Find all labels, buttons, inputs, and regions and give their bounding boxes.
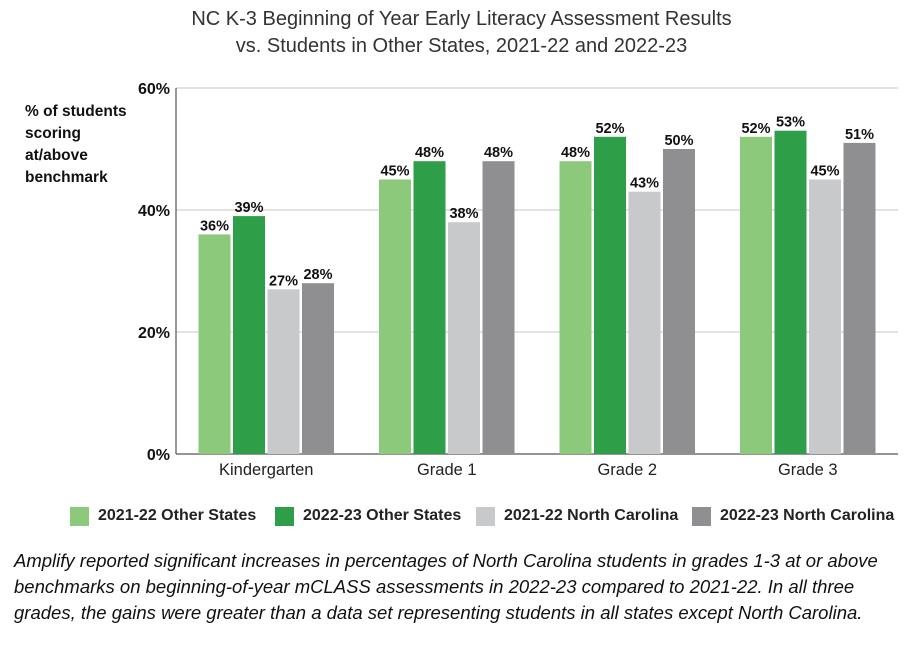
- legend-swatch: [70, 507, 89, 526]
- y-axis-label-line4: benchmark: [25, 169, 108, 186]
- bar: [379, 179, 411, 454]
- bar: [663, 149, 695, 454]
- y-tick-label: 40%: [138, 203, 170, 220]
- data-label: 45%: [810, 164, 839, 180]
- y-axis-label-line2: scoring: [25, 125, 81, 142]
- bar: [413, 161, 446, 454]
- bar: [628, 191, 661, 454]
- legend-label: 2021-22 Other States: [98, 507, 257, 524]
- bar: [594, 136, 626, 455]
- data-label: 48%: [561, 145, 590, 161]
- data-label: 51%: [845, 127, 874, 143]
- x-tick-label: Grade 1: [417, 461, 477, 479]
- bar: [267, 289, 300, 454]
- y-tick-label: 0%: [147, 447, 170, 464]
- data-label: 36%: [200, 218, 229, 234]
- y-axis-label-line3: at/above: [25, 147, 88, 164]
- data-label: 52%: [595, 121, 624, 137]
- bar: [482, 161, 515, 454]
- data-label: 38%: [449, 206, 478, 222]
- bar: [740, 136, 772, 455]
- bar: [774, 130, 807, 454]
- chart-title-line1: NC K-3 Beginning of Year Early Literacy …: [191, 8, 732, 30]
- x-tick-label: Kindergarten: [219, 461, 313, 479]
- y-tick-label: 60%: [138, 81, 170, 98]
- bar-chart: 0% 20% 40% 60% 36% 39% 27% 28% Kindergarten 45% 48…: [138, 81, 898, 479]
- data-label: 43%: [630, 176, 659, 192]
- chart-title-line2: vs. Students in Other States, 2021-22 an…: [235, 35, 688, 57]
- y-tick-label: 20%: [138, 325, 170, 342]
- data-label: 48%: [415, 145, 444, 161]
- bar: [302, 283, 334, 454]
- bar: [198, 234, 231, 454]
- data-label: 27%: [269, 273, 298, 289]
- bar: [559, 161, 592, 454]
- legend-label: 2022-23 Other States: [303, 507, 462, 524]
- legend-swatch: [692, 507, 711, 526]
- x-tick-label: Grade 3: [778, 461, 838, 479]
- data-label: 53%: [776, 115, 805, 131]
- x-tick-label: Grade 2: [597, 461, 657, 479]
- y-axis-label-line1: % of students: [25, 103, 127, 120]
- data-label: 39%: [234, 200, 263, 216]
- data-label: 50%: [664, 133, 693, 149]
- y-axis-label: % of students scoring at/above benchmark: [25, 101, 145, 189]
- legend-label: 2022-23 North Carolina: [720, 507, 895, 524]
- caption: Amplify reported significant increases i…: [14, 550, 878, 623]
- bar: [233, 216, 265, 454]
- legend-label: 2021-22 North Carolina: [504, 507, 679, 524]
- data-label: 28%: [303, 267, 332, 283]
- data-label: 52%: [741, 121, 770, 137]
- legend-swatch: [275, 507, 294, 526]
- data-label: 45%: [380, 164, 409, 180]
- data-label: 48%: [484, 145, 513, 161]
- legend-swatch: [476, 507, 495, 526]
- bar: [843, 142, 876, 454]
- chart-title: NC K-3 Beginning of Year Early Literacy …: [0, 6, 923, 60]
- bar: [448, 222, 480, 454]
- bar: [809, 179, 841, 454]
